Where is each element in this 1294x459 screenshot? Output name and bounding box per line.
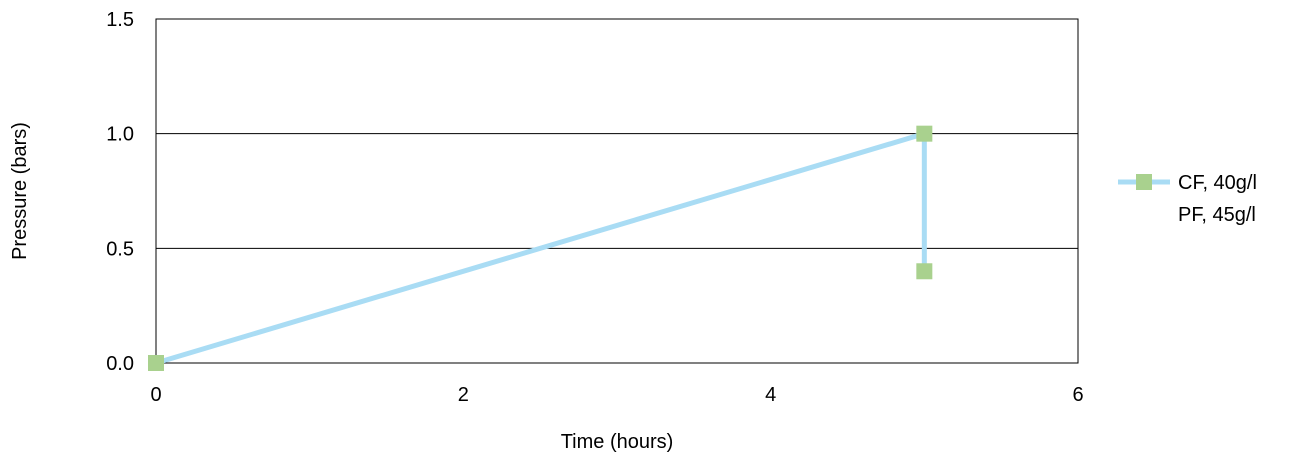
plot-area bbox=[155, 18, 1079, 364]
y-tick-label: 0.0 bbox=[106, 353, 134, 375]
data-point-marker bbox=[148, 355, 164, 371]
legend-marker-swatch bbox=[1136, 174, 1152, 190]
y-tick-label: 1.5 bbox=[106, 9, 134, 31]
data-point-marker bbox=[916, 125, 933, 142]
legend-label-line-2: PF, 45g/l bbox=[1178, 204, 1256, 226]
series-markers bbox=[148, 125, 933, 371]
x-tick-label: 6 bbox=[1072, 384, 1083, 406]
x-tick-label: 2 bbox=[458, 384, 469, 406]
legend-label-line-1: CF, 40g/l bbox=[1178, 172, 1257, 194]
y-axis-title: Pressure (bars) bbox=[9, 122, 31, 260]
y-tick-label: 0.5 bbox=[106, 238, 134, 260]
x-tick-label: 4 bbox=[765, 384, 776, 406]
x-axis-ticks: 0 2 4 6 bbox=[150, 384, 1083, 406]
x-tick-label: 0 bbox=[150, 384, 161, 406]
data-point-marker bbox=[916, 263, 933, 280]
legend: CF, 40g/l PF, 45g/l bbox=[1118, 172, 1257, 226]
gridlines bbox=[156, 133, 1078, 249]
series-layer bbox=[148, 125, 933, 371]
x-axis-title: Time (hours) bbox=[561, 431, 674, 453]
y-axis-ticks: 0.0 0.5 1.0 1.5 bbox=[106, 9, 134, 375]
y-tick-label: 1.0 bbox=[106, 124, 134, 146]
